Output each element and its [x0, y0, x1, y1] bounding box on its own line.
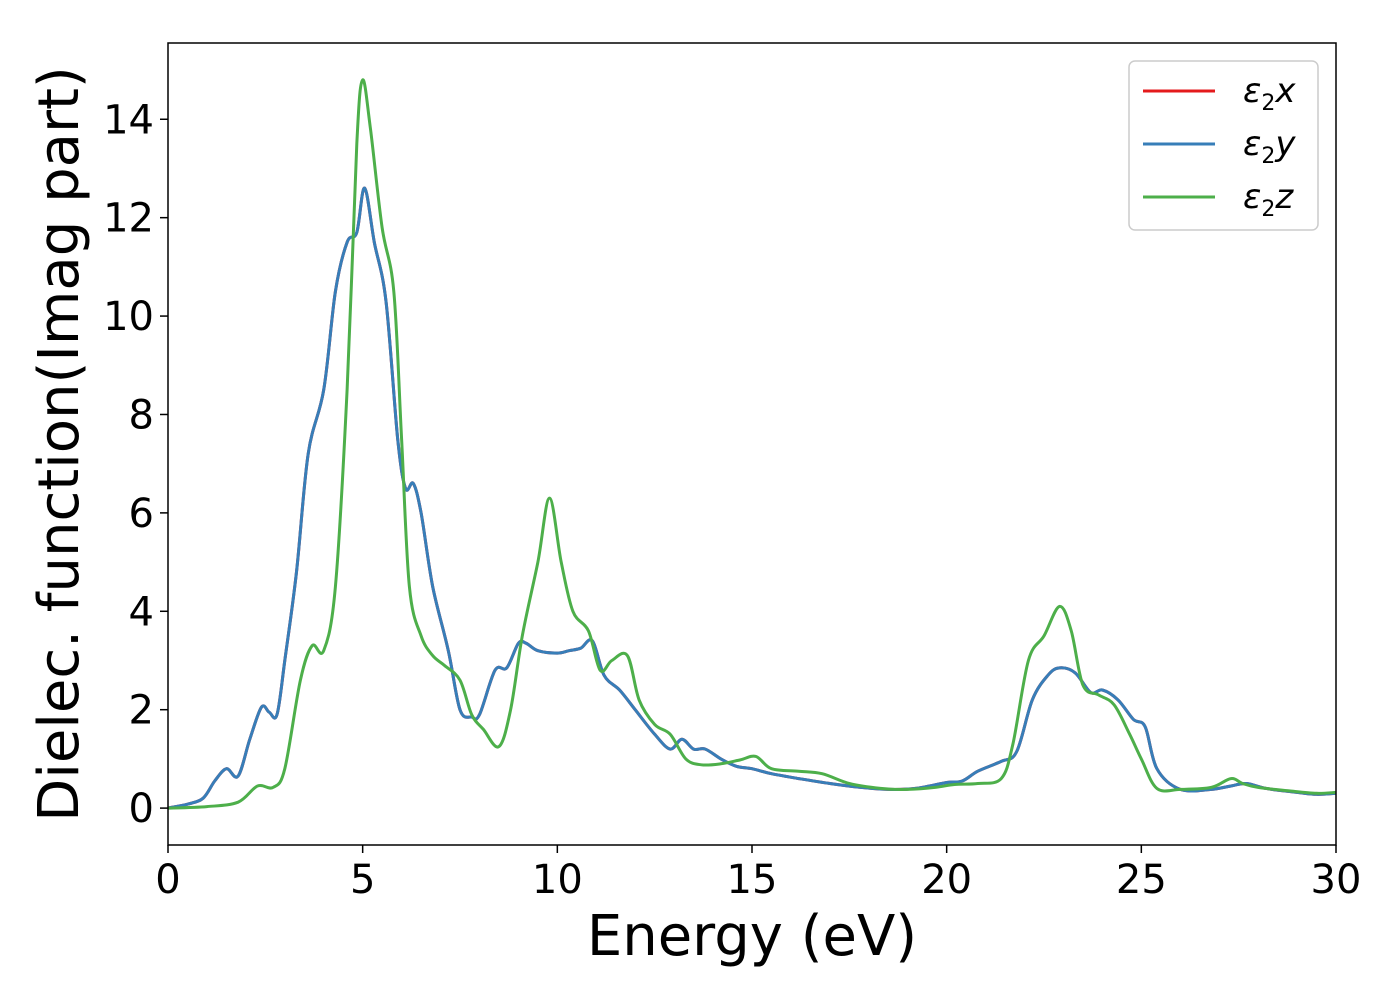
x-tick-label: 20 — [921, 857, 972, 903]
x-tick-label: 25 — [1116, 857, 1167, 903]
y-tick-label: 10 — [103, 294, 154, 340]
x-tick-label: 30 — [1311, 857, 1362, 903]
legend-label-x: ε2x — [1243, 71, 1296, 116]
legend-items: ε2x ε2y ε2z — [1143, 71, 1296, 222]
y-tick-label: 6 — [129, 491, 154, 537]
x-tick-label: 10 — [532, 857, 583, 903]
y-tick-label: 12 — [103, 196, 154, 242]
legend-label-z: ε2z — [1243, 177, 1294, 222]
y-tick-label: 8 — [129, 392, 154, 438]
y-tick-label: 2 — [129, 688, 154, 734]
x-tick-label: 0 — [155, 857, 180, 903]
y-axis-ticks: 0 2 4 6 8 10 12 14 — [103, 97, 168, 832]
y-tick-label: 4 — [129, 589, 154, 635]
x-tick-label: 5 — [350, 857, 375, 903]
legend: ε2x ε2y ε2z — [1128, 60, 1319, 231]
series-line-x — [168, 186, 1336, 810]
legend-label-y: ε2y — [1243, 124, 1296, 169]
series-line-z — [168, 78, 1336, 810]
series-line-y — [168, 186, 1336, 810]
y-axis-label: Dielec. function(Imag part) — [27, 66, 92, 822]
y-tick-label: 14 — [103, 97, 154, 143]
x-tick-label: 15 — [727, 857, 778, 903]
x-axis-label: Energy (eV) — [587, 904, 917, 969]
legend-box — [1128, 60, 1319, 231]
x-axis-ticks: 0 5 10 15 20 25 30 — [155, 845, 1361, 903]
series-layer — [168, 78, 1336, 810]
y-tick-label: 0 — [129, 786, 154, 832]
